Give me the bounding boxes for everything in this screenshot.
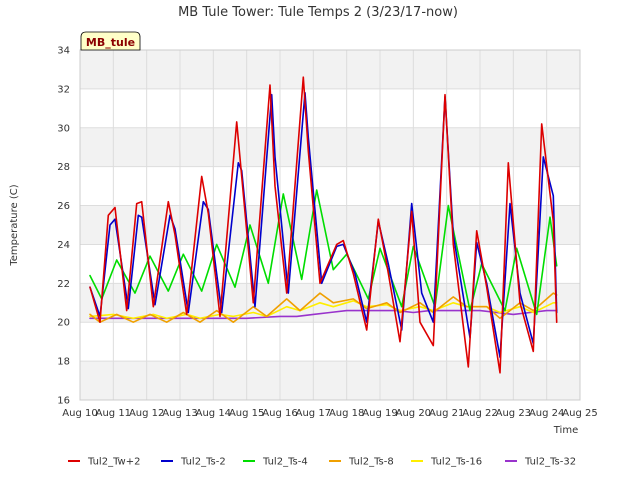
band — [80, 127, 580, 167]
legend-item: Tul2_Ts-8 — [329, 457, 394, 468]
legend-item: Tul2_Ts-32 — [505, 457, 576, 468]
x-tick-label: Aug 15 — [229, 408, 264, 419]
legend-label: Tul2_Ts-8 — [348, 457, 394, 468]
x-tick-label: Aug 14 — [196, 408, 231, 419]
axes — [79, 49, 581, 401]
y-tick-label: 18 — [57, 357, 70, 368]
y-tick-label: 30 — [57, 123, 70, 134]
legend: Tul2_Tw+2 Tul2_Ts-2 Tul2_Ts-4 Tul2_Ts-8 Tul2… — [68, 457, 576, 468]
x-tick-label: Aug 10 — [62, 408, 97, 419]
x-tick-label: Aug 11 — [96, 408, 131, 419]
legend-label: Tul2_Ts-4 — [262, 457, 308, 468]
x-tick-label: Aug 20 — [396, 408, 431, 419]
series-lines — [89, 76, 558, 374]
y-tick-label: 22 — [57, 279, 70, 290]
station-badge: MB_tule — [80, 31, 141, 51]
band — [80, 50, 580, 89]
x-tick-label: Aug 25 — [562, 408, 597, 419]
y-tick-label: 32 — [57, 84, 70, 95]
legend-item: Tul2_Ts-4 — [243, 457, 308, 468]
badge-box — [80, 31, 141, 51]
x-tick-label: Aug 24 — [529, 408, 564, 419]
legend-item: Tul2_Tw+2 — [68, 457, 140, 468]
plot-background — [80, 50, 580, 400]
y-tick-label: 26 — [57, 201, 70, 212]
y-axis-label: Temperature (C) — [9, 184, 20, 266]
x-tick-label: Aug 19 — [362, 408, 397, 419]
x-tick-label: Aug 12 — [129, 408, 164, 419]
x-tick-label: Aug 13 — [162, 408, 197, 419]
y-tick-label: 16 — [57, 396, 70, 407]
y-tick-label: 34 — [57, 46, 70, 57]
x-tick-label: Aug 16 — [262, 408, 297, 419]
badge-label: MB_tule — [86, 36, 135, 49]
legend-label: Tul2_Tw+2 — [87, 457, 140, 468]
chart-title: MB Tule Tower: Tule Temps 2 (3/23/17-now… — [178, 5, 458, 20]
legend-item: Tul2_Ts-16 — [411, 457, 482, 468]
x-tick-label: Aug 18 — [329, 408, 364, 419]
legend-label: Tul2_Ts-16 — [430, 457, 482, 468]
y-tick-label: 28 — [57, 162, 70, 173]
plot-frame — [79, 49, 581, 401]
band — [80, 361, 580, 400]
legend-item: Tul2_Ts-2 — [161, 457, 226, 468]
series-line-tul2-ts-8 — [89, 292, 558, 324]
x-tick-label: Aug 17 — [296, 408, 331, 419]
legend-label: Tul2_Ts-32 — [524, 457, 576, 468]
x-tick-label: Aug 22 — [462, 408, 497, 419]
series-line-tul2-ts-4 — [89, 189, 558, 316]
y-tick-label: 20 — [57, 318, 70, 329]
x-tick-label: Aug 23 — [496, 408, 531, 419]
legend-label: Tul2_Ts-2 — [180, 457, 226, 468]
series-line-tul2-tw-2 — [89, 76, 558, 374]
x-axis-label: Time — [553, 425, 578, 436]
x-tick-label: Aug 21 — [429, 408, 464, 419]
y-tick-label: 24 — [57, 240, 70, 251]
